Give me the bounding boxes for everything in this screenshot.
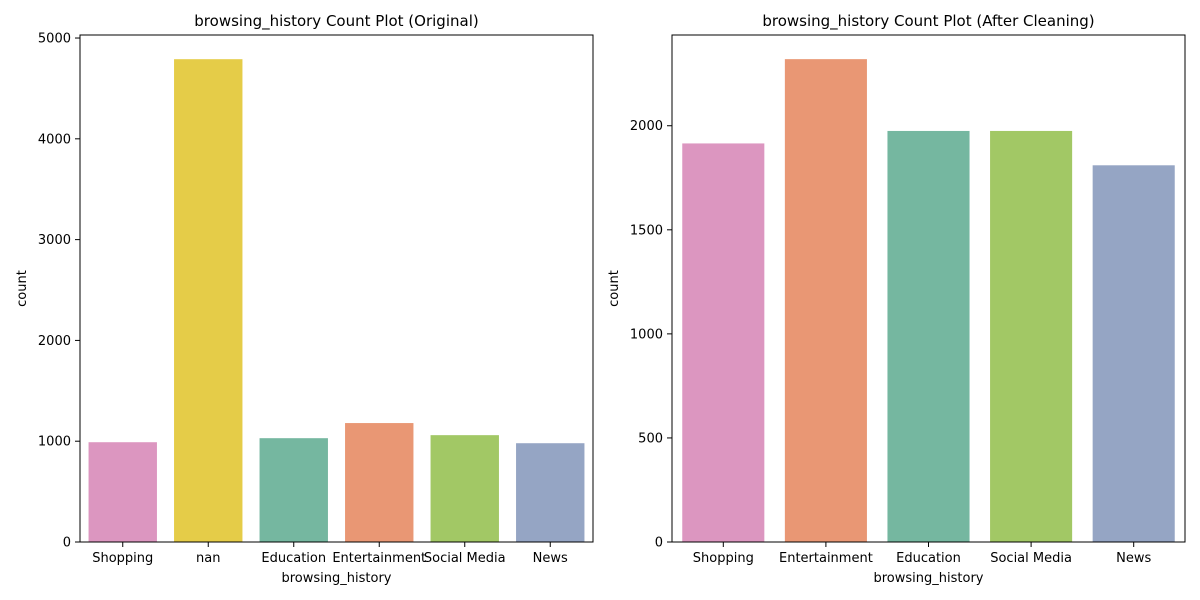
y-tick-label: 5000 (38, 32, 71, 47)
y-axis-ticks: 0 500 1000 1500 2000 (630, 119, 672, 551)
x-axis-label: browsing_history (874, 571, 984, 586)
bar-news (516, 443, 585, 542)
y-tick-label: 2000 (38, 334, 71, 349)
x-tick-label: Entertainment (332, 551, 426, 566)
y-tick-label: 0 (655, 536, 663, 551)
x-tick-label: News (533, 551, 568, 566)
bar-social-media (990, 130, 1073, 542)
y-tick-label: 1000 (630, 327, 663, 342)
x-tick-label: Social Media (424, 551, 506, 566)
chart-after-cleaning: browsing_history Count Plot (After Clean… (607, 12, 1186, 586)
bar-social-media (430, 435, 499, 542)
y-tick-label: 500 (638, 431, 663, 446)
y-axis-label: count (15, 270, 30, 307)
y-tick-label: 1000 (38, 435, 71, 450)
bar-group (682, 59, 1175, 543)
bar-shopping (88, 442, 157, 542)
x-tick-label: Social Media (990, 551, 1072, 566)
x-axis-ticks: Shopping nan Education EntertainmentSocial … (92, 542, 568, 566)
bar-group (88, 59, 585, 542)
chart-title: browsing_history Count Plot (Original) (194, 12, 478, 31)
axes-frame (671, 34, 1186, 543)
x-tick-label: Education (261, 551, 326, 566)
y-tick-label: 3000 (38, 233, 71, 248)
bar-education (259, 438, 328, 542)
x-tick-label: Shopping (693, 551, 754, 566)
bar-nan (174, 59, 243, 542)
y-tick-label: 1500 (630, 223, 663, 238)
x-axis-label: browsing_history (282, 571, 392, 586)
x-tick-label: Entertainment (779, 551, 873, 566)
chart-original: browsing_history Count Plot (Original) 0… (15, 12, 594, 586)
y-axis-ticks: 0 1000 2000 3000 4000 5000 (38, 32, 80, 551)
chart-title: browsing_history Count Plot (After Clean… (762, 12, 1094, 31)
y-tick-label: 0 (63, 536, 71, 551)
bar-entertainment (345, 423, 414, 542)
x-tick-label: nan (196, 551, 220, 566)
axes-frame (79, 34, 594, 543)
y-axis-label: count (607, 270, 622, 307)
x-axis-ticks: Shopping Entertainment Education Social Med… (693, 542, 1151, 566)
y-tick-label: 4000 (38, 132, 71, 147)
bar-entertainment (784, 59, 867, 542)
bar-education (887, 130, 970, 542)
bar-news (1092, 165, 1175, 543)
bar-shopping (682, 143, 765, 542)
x-tick-label: Education (896, 551, 961, 566)
x-tick-label: Shopping (92, 551, 153, 566)
y-tick-label: 2000 (630, 119, 663, 134)
x-tick-label: News (1116, 551, 1151, 566)
